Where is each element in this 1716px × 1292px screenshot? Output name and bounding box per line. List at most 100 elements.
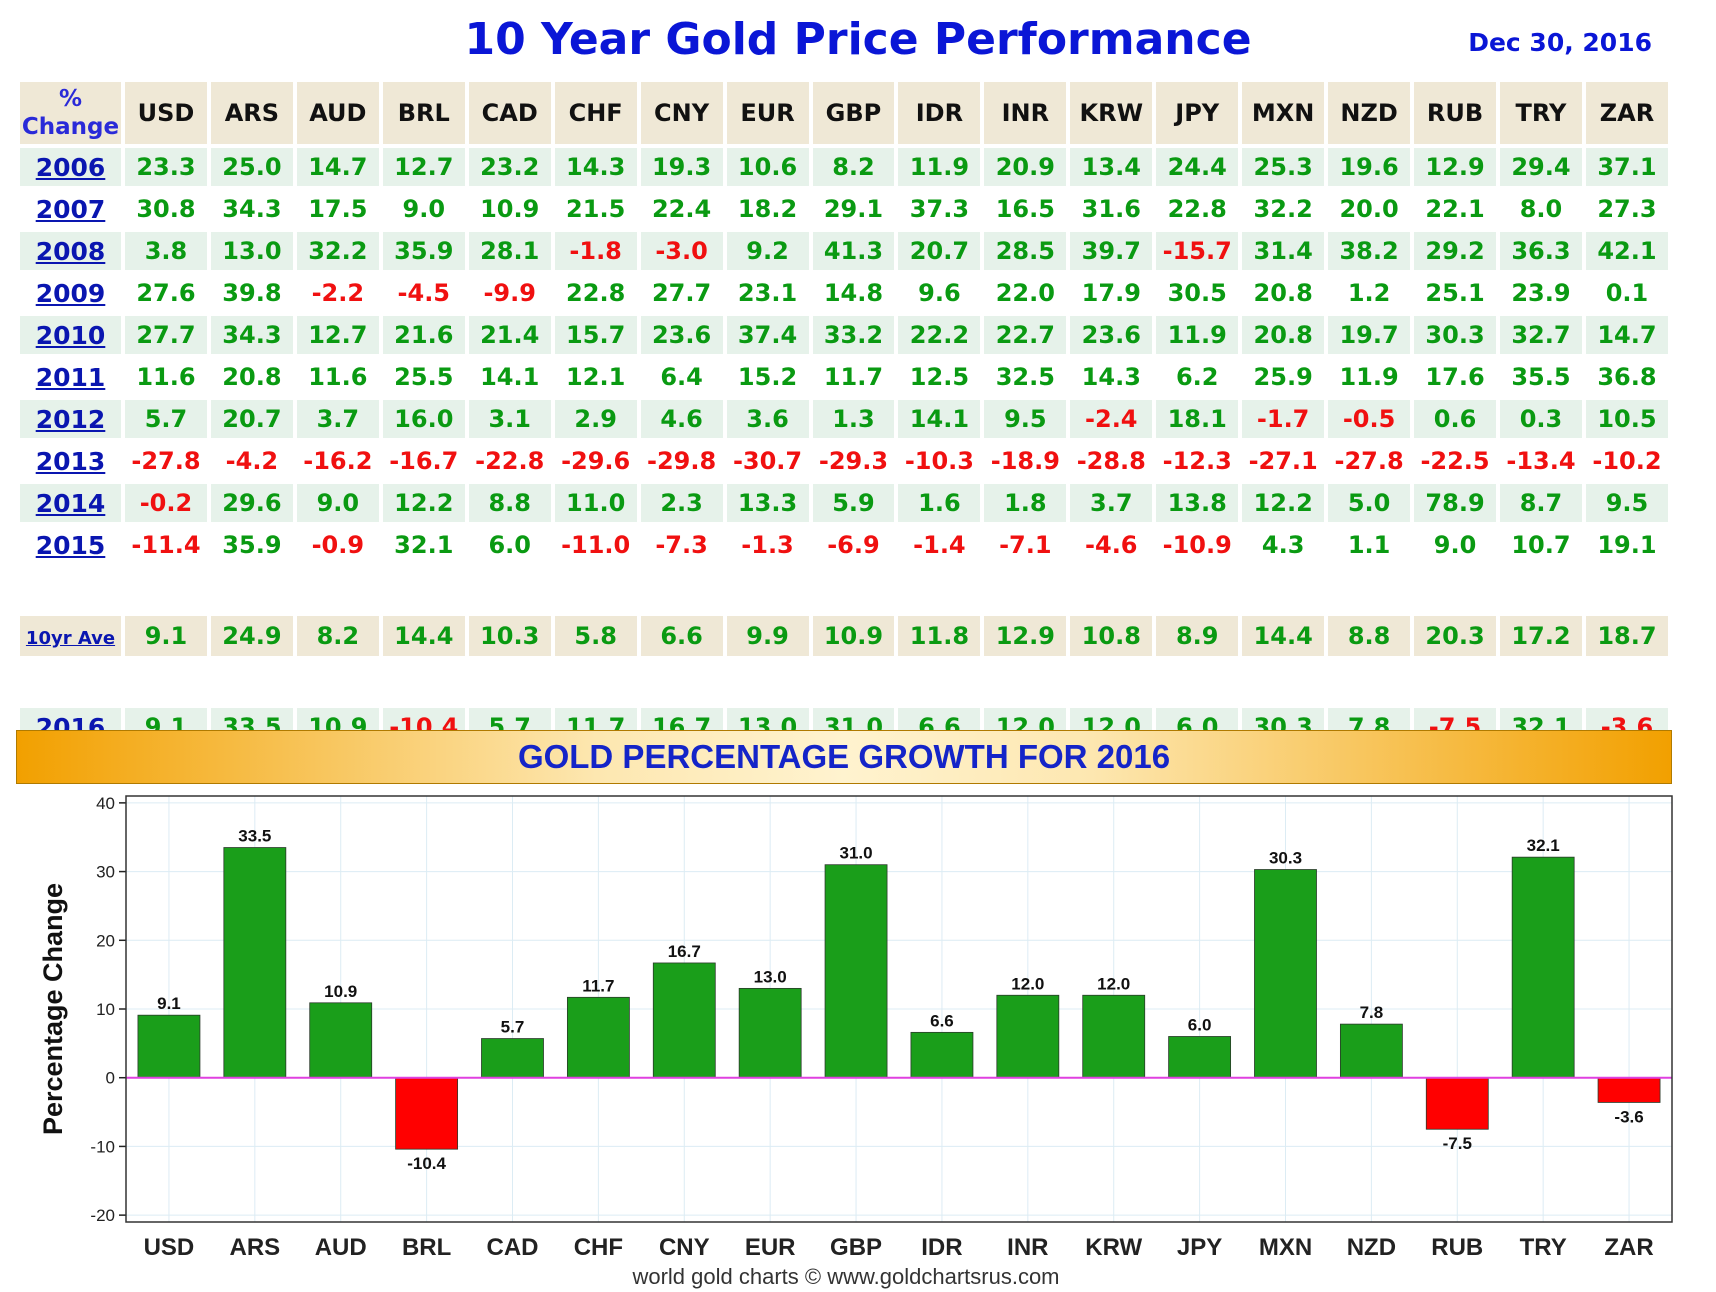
value-cell: -27.8 [131, 447, 201, 475]
value-cell: 21.5 [566, 195, 626, 223]
value-cell: 11.0 [554, 484, 637, 522]
value-cell: 6.2 [1175, 363, 1219, 391]
value-cell: 1.8 [984, 484, 1067, 522]
value-cell: 25.5 [394, 363, 454, 391]
bar-ars [223, 847, 287, 1079]
value-cell: 12.7 [382, 148, 465, 186]
value-cell: 12.2 [382, 484, 465, 522]
value-cell: 10.7 [1511, 531, 1571, 559]
x-tick-label: ZAR [1604, 1234, 1653, 1261]
value-cell: -16.2 [303, 447, 373, 475]
value-cell: 32.5 [995, 363, 1055, 391]
year-link[interactable]: 2015 [35, 530, 106, 560]
value-cell: 36.3 [1500, 232, 1582, 270]
value-cell: 39.8 [222, 279, 282, 307]
currency-header-rub: RUB [1414, 82, 1496, 144]
data-label: 5.7 [501, 1018, 525, 1037]
value-cell: 9.0 [296, 484, 379, 522]
year-link[interactable]: 2014 [35, 488, 106, 518]
value-cell: 30.5 [1167, 279, 1227, 307]
year-link[interactable]: 2011 [35, 362, 106, 392]
value-cell: 10.5 [1585, 400, 1668, 438]
value-cell: 21.6 [382, 316, 465, 354]
value-cell: 25.0 [210, 148, 293, 186]
value-cell: 19.7 [1328, 316, 1411, 354]
value-cell: 8.7 [1500, 484, 1582, 522]
row-label-cell: 2013 [20, 442, 121, 480]
value-cell: -29.3 [818, 447, 889, 475]
year-link[interactable]: 2009 [35, 278, 106, 308]
value-cell: 22.4 [651, 195, 712, 223]
x-tick-label: INR [1007, 1234, 1048, 1261]
value-cell: 22.8 [1167, 195, 1227, 223]
value-cell: 9.2 [726, 232, 809, 270]
y-tick-label: -10 [90, 1137, 115, 1156]
year-link[interactable]: 2012 [35, 404, 106, 434]
value-cell: 20.8 [1253, 279, 1313, 307]
value-cell: 3.6 [726, 400, 809, 438]
currency-header-eur: EUR [726, 82, 809, 144]
year-link[interactable]: 2013 [35, 446, 106, 476]
chart-footer: world gold charts © www.goldchartsrus.co… [631, 1264, 1059, 1289]
y-tick-label: 0 [106, 1069, 115, 1088]
bar-chf [566, 996, 630, 1079]
spacer-cell [20, 568, 1668, 612]
data-label: 31.0 [840, 844, 873, 863]
table-row: 10yr Ave 9.1 24.9 8.2 14.4 10.3 5.8 6.6 9.9 10.9 1… [20, 616, 1668, 656]
data-label: 12.0 [1097, 974, 1130, 993]
plot-frame [125, 795, 1673, 1223]
currency-header-mxn: MXN [1242, 82, 1325, 144]
value-cell: -30.7 [732, 447, 803, 475]
value-cell: 3.7 [296, 400, 379, 438]
value-cell: -0.5 [1328, 400, 1411, 438]
value-cell: 9.9 [726, 616, 809, 656]
y-tick-label: 10 [96, 1000, 115, 1019]
data-label: 33.5 [238, 827, 271, 846]
value-cell: 8.2 [812, 148, 895, 186]
year-link[interactable]: 2008 [35, 236, 106, 266]
value-cell: -11.0 [561, 531, 631, 559]
currency-header-usd: USD [125, 82, 207, 144]
row-label-cell: 2008 [20, 232, 121, 270]
value-cell: 8.8 [1328, 616, 1411, 656]
row-label-cell: 2012 [20, 400, 121, 438]
value-cell: 23.2 [468, 148, 551, 186]
bar-aud [309, 1002, 373, 1079]
value-cell: -7.3 [655, 531, 708, 559]
currency-header-nzd: NZD [1328, 82, 1411, 144]
currency-header-ars: ARS [210, 82, 293, 144]
value-cell: -13.4 [1506, 447, 1576, 475]
value-cell: -6.9 [827, 531, 880, 559]
bar-usd [137, 1014, 201, 1079]
year-link[interactable]: 2006 [35, 152, 106, 182]
value-cell: 19.3 [640, 148, 723, 186]
value-cell: -16.7 [389, 447, 459, 475]
year-link[interactable]: 10yr Ave [25, 628, 116, 649]
bar-jpy [1168, 1036, 1232, 1079]
value-cell: 41.3 [812, 232, 895, 270]
value-cell: 32.7 [1500, 316, 1582, 354]
table-row: 2009 27.6 39.8 -2.2 -4.5 -9.9 22.8 27.7 23.1 14.8… [20, 274, 1668, 312]
value-cell: 23.9 [1511, 279, 1571, 307]
value-cell: 8.2 [296, 616, 379, 656]
value-cell: 14.7 [1585, 316, 1668, 354]
value-cell: 18.2 [737, 195, 798, 223]
value-cell: -1.3 [741, 531, 794, 559]
value-cell: 15.7 [554, 316, 637, 354]
value-cell: -10.9 [1162, 531, 1232, 559]
value-cell: -12.3 [1162, 447, 1232, 475]
year-link[interactable]: 2007 [35, 194, 106, 224]
x-tick-label: RUB [1431, 1234, 1483, 1261]
value-cell: 18.7 [1585, 616, 1668, 656]
value-cell: -1.8 [554, 232, 637, 270]
currency-header-idr: IDR [898, 82, 981, 144]
value-cell: 9.5 [984, 400, 1067, 438]
value-cell: 14.1 [480, 363, 540, 391]
year-link[interactable]: 2010 [35, 320, 106, 350]
value-cell: 27.6 [136, 279, 196, 307]
table-row: 2006 23.3 25.0 14.7 12.7 23.2 14.3 19.3 10.6 8.2 1… [20, 148, 1668, 186]
value-cell: 37.3 [909, 195, 970, 223]
value-cell: 8.9 [1156, 616, 1239, 656]
x-tick-label: CHF [574, 1234, 623, 1261]
value-cell: 12.9 [984, 616, 1067, 656]
